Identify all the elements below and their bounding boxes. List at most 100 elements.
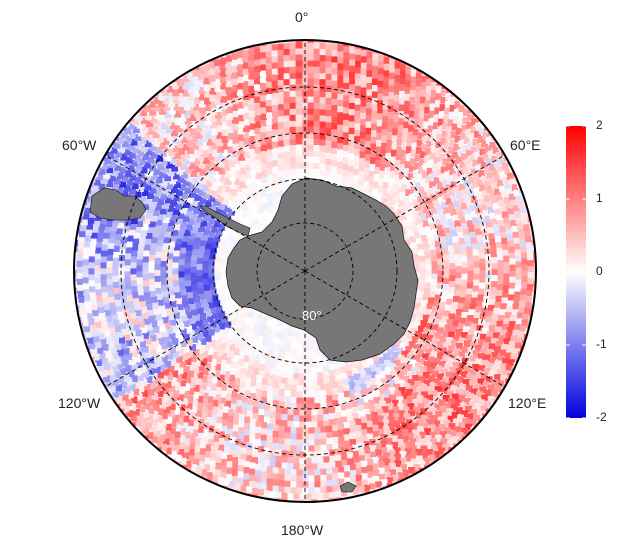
anomaly-cell [84,234,91,242]
anomaly-cell [162,295,170,303]
anomaly-cell [222,347,230,355]
anomaly-cell [138,352,146,360]
anomaly-cell [322,414,330,421]
anomaly-cell [160,278,167,285]
anomaly-cell [382,412,389,420]
anomaly-cell [183,267,191,275]
anomaly-cell [203,84,211,91]
anomaly-cell [387,125,394,133]
anomaly-cell [442,355,450,363]
anomaly-cell [225,106,233,114]
anomaly-cell [81,276,89,284]
anomaly-cell [453,108,461,116]
anomaly-cell [436,133,444,141]
anomaly-cell [228,160,235,168]
anomaly-cell [325,67,333,74]
anomaly-cell [337,56,345,64]
anomaly-cell [442,330,449,338]
anomaly-cell [435,219,442,226]
anomaly-cell [201,392,209,400]
anomaly-cell [188,380,196,388]
anomaly-cell [272,178,279,186]
anomaly-cell [260,169,268,177]
anomaly-cell [195,275,203,282]
anomaly-cell [391,135,399,143]
anomaly-cell [168,332,176,340]
anomaly-cell [114,299,121,306]
anomaly-cell [123,264,131,272]
anomaly-cell [206,187,214,195]
anomaly-cell [319,96,327,104]
anomaly-cell [448,203,455,211]
anomaly-cell [457,376,465,383]
anomaly-cell [117,158,125,166]
anomaly-cell [123,148,131,156]
anomaly-cell [197,146,204,154]
anomaly-cell [122,224,130,232]
anomaly-cell [388,207,396,214]
anomaly-cell [406,146,413,154]
anomaly-cell [236,82,244,90]
anomaly-cell [275,326,283,333]
anomaly-cell [337,386,344,394]
anomaly-cell [410,207,417,215]
anomaly-cell [319,151,327,158]
anomaly-cell [208,195,216,203]
anomaly-cell [289,427,297,434]
anomaly-cell [410,415,418,423]
anomaly-cell [221,136,229,143]
anomaly-cell [375,146,383,154]
anomaly-cell [206,146,214,154]
lon-label-60w: 60°W [62,137,97,153]
anomaly-cell [325,401,333,409]
anomaly-cell [254,432,261,440]
anomaly-cell [427,189,434,197]
anomaly-cell [251,307,259,315]
anomaly-cell [521,258,529,266]
anomaly-cell [342,163,350,171]
anomaly-cell [289,475,297,483]
anomaly-cell [377,93,385,101]
anomaly-cell [248,79,255,86]
anomaly-cell [473,267,481,275]
anomaly-cell [361,362,369,370]
anomaly-cell [124,218,131,226]
anomaly-cell [82,252,89,260]
anomaly-cell [277,42,285,50]
anomaly-cell [129,267,137,275]
anomaly-cell [377,106,385,114]
anomaly-cell [233,340,241,348]
anomaly-cell [177,148,185,155]
anomaly-cell [383,89,390,97]
anomaly-cell [154,251,162,258]
anomaly-cell [225,185,232,193]
anomaly-cell [405,461,413,469]
anomaly-cell [109,346,116,354]
anomaly-cell [187,147,195,154]
anomaly-cell [158,434,165,442]
anomaly-cell [379,170,386,178]
anomaly-cell [180,220,188,228]
anomaly-cell [141,312,149,319]
anomaly-cell [313,433,321,440]
anomaly-cell [237,351,245,359]
anomaly-cell [396,187,404,195]
anomaly-cell [390,370,397,378]
anomaly-cell [422,136,429,144]
anomaly-cell [140,229,147,236]
anomaly-cell [133,355,140,363]
anomaly-cell [348,146,356,154]
anomaly-cell [289,66,297,73]
anomaly-cell [226,133,234,140]
anomaly-cell [494,326,502,334]
anomaly-cell [417,402,425,410]
anomaly-cell [414,232,421,240]
anomaly-cell [187,218,195,225]
anomaly-cell [416,174,424,182]
anomaly-cell [87,273,95,281]
anomaly-cell [260,176,268,183]
anomaly-cell [209,81,216,89]
anomaly-cell [225,461,233,468]
anomaly-cell [343,45,351,53]
anomaly-cell [394,74,402,82]
